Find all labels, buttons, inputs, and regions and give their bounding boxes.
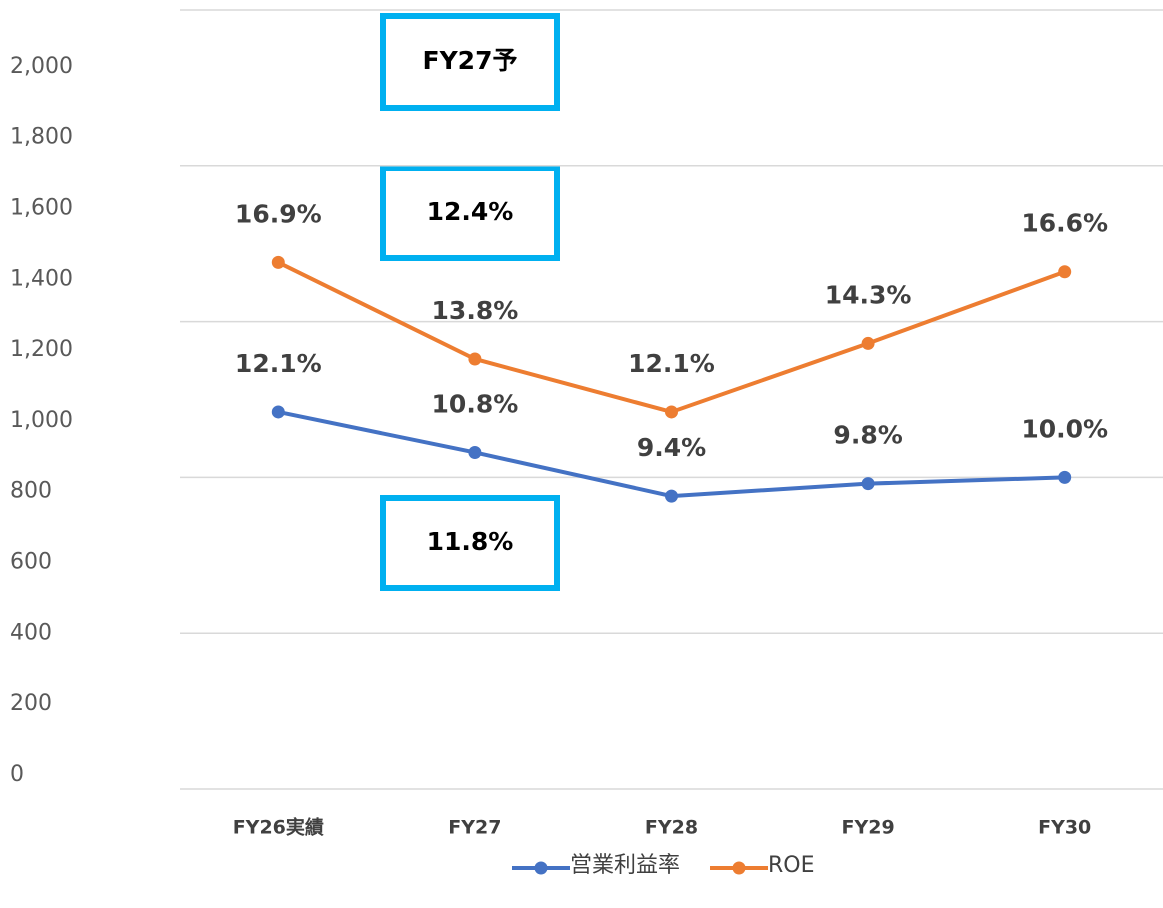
data-label: 12.1% (235, 349, 322, 378)
point (861, 336, 875, 350)
annotation: 11.8% (427, 527, 514, 556)
point (468, 352, 482, 366)
x-tick-label: FY27 (448, 817, 501, 839)
legend-marker (732, 861, 746, 875)
x-tick-label: FY28 (645, 817, 698, 839)
y-tick-label: 200 (10, 691, 52, 716)
point (1058, 470, 1072, 484)
data-label: 14.3% (825, 280, 912, 309)
data-label: 16.6% (1021, 209, 1108, 238)
legend-label: 営業利益率 (570, 853, 680, 878)
annotation: FY27予 (423, 46, 518, 75)
x-tick-label: FY29 (842, 817, 895, 839)
x-tick-label: FY30 (1038, 817, 1091, 839)
point (271, 405, 285, 419)
y-tick-label: 1,800 (10, 125, 73, 150)
y-tick-label: 1,400 (10, 266, 73, 291)
y-tick-label: 600 (10, 550, 52, 575)
y-tick-label: 0 (10, 762, 24, 787)
annotation-box (380, 165, 560, 261)
y-tick-label: 1,200 (10, 337, 73, 362)
point (665, 405, 678, 419)
data-label: 9.4% (637, 433, 706, 462)
x-tick-label: FY26実績 (233, 816, 324, 839)
data-label: 9.8% (833, 421, 902, 450)
legend-marker (534, 861, 548, 875)
y-tick-label: 800 (10, 479, 52, 504)
point (1058, 265, 1072, 279)
point (861, 477, 875, 491)
annotation-box (380, 13, 560, 111)
data-label: 16.9% (235, 199, 322, 228)
y-tick-label: 1,000 (10, 408, 73, 433)
y-tick-label: 2,000 (10, 54, 73, 79)
annotation-box (380, 495, 560, 591)
legend-label: ROE (768, 853, 815, 878)
data-label: 12.1% (628, 349, 715, 378)
data-label: 10.0% (1021, 414, 1108, 443)
data-label: 10.8% (432, 389, 519, 418)
point (665, 489, 678, 503)
series-line (277, 260, 1066, 415)
point (271, 255, 285, 269)
data-label: 13.8% (432, 296, 519, 325)
point (468, 445, 482, 459)
annotation: 12.4% (427, 197, 514, 226)
y-tick-label: 400 (10, 620, 52, 645)
y-tick-label: 1,600 (10, 195, 73, 220)
